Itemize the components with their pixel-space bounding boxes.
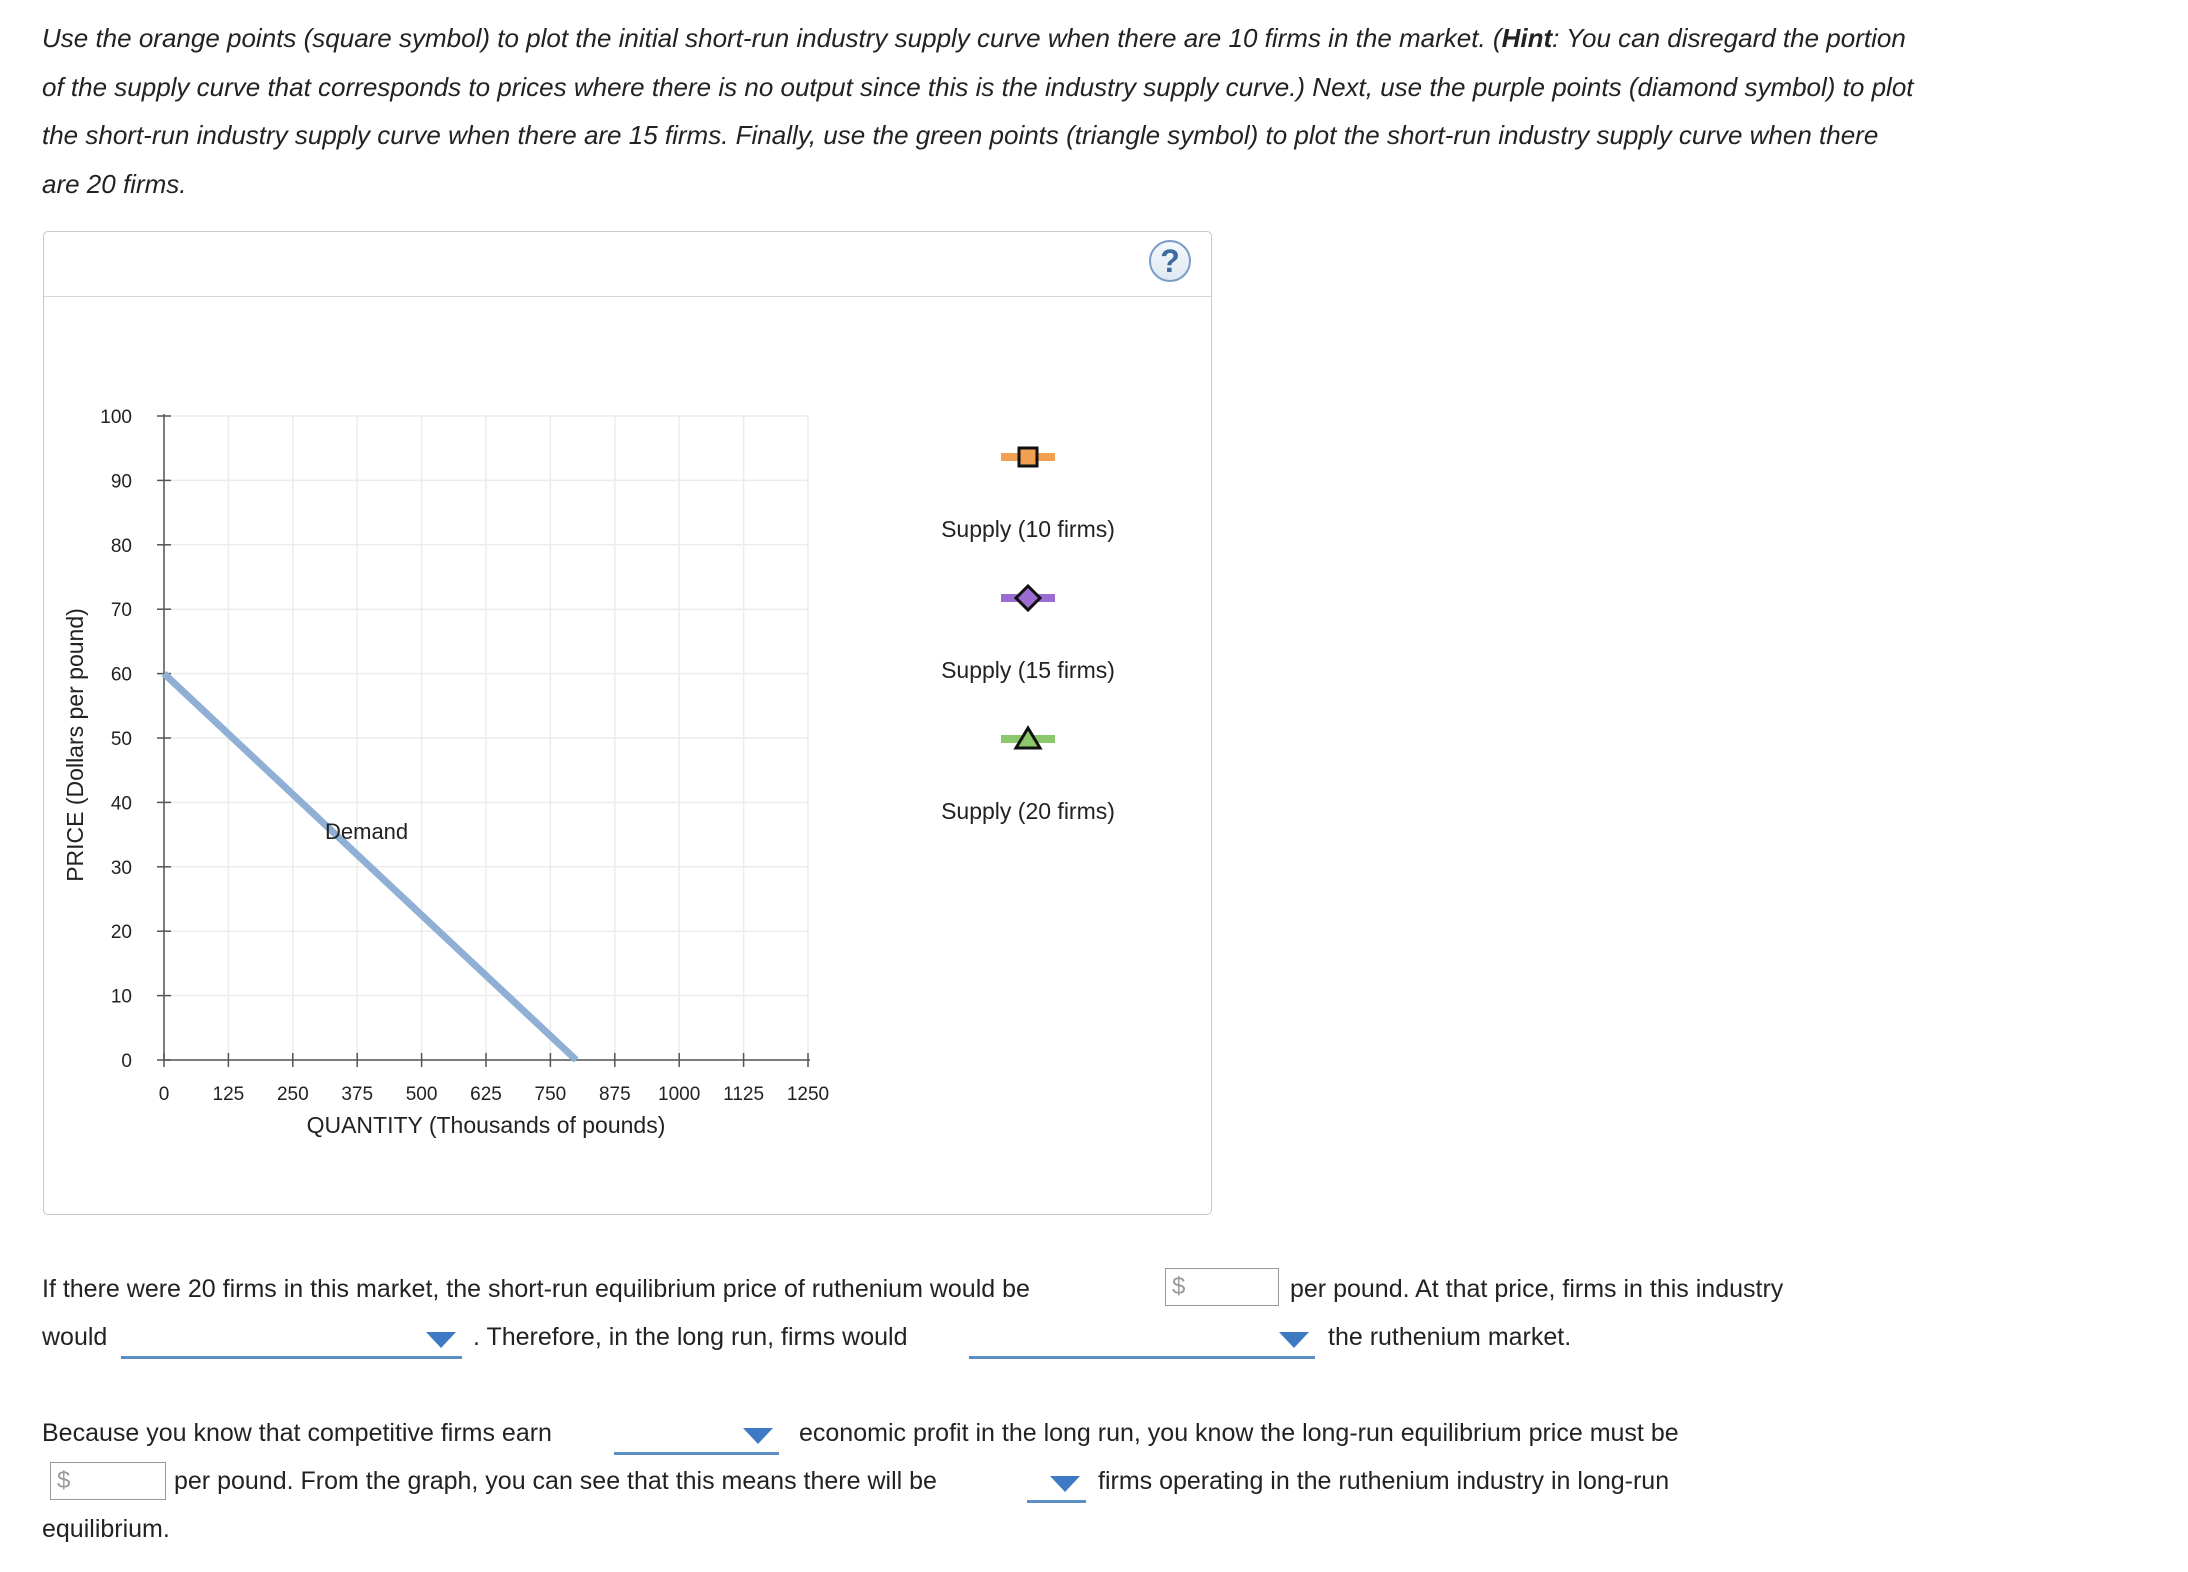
- profit-status-dropdown[interactable]: [121, 1323, 462, 1359]
- x-tick-label: 500: [406, 1084, 438, 1105]
- x-tick-label: 125: [213, 1084, 245, 1105]
- panel-header: ?: [44, 232, 1211, 297]
- question-1-line-1: If there were 20 firms in this market, t…: [42, 1275, 1030, 1303]
- x-tick-label: 250: [277, 1084, 309, 1105]
- question-1-line-2a: would: [42, 1323, 108, 1351]
- question-2-line-1b: economic profit in the long run, you kno…: [799, 1419, 1679, 1447]
- y-tick-label: 90: [111, 471, 132, 492]
- y-axis-label: PRICE (Dollars per pound): [62, 608, 88, 882]
- triangle-icon: [1013, 725, 1043, 750]
- y-tick-label: 50: [111, 729, 132, 750]
- x-tick-label: 875: [599, 1084, 631, 1105]
- question-2-line-3: equilibrium.: [42, 1515, 170, 1543]
- question-1-line-1b: per pound. At that price, firms in this …: [1290, 1275, 1784, 1303]
- x-tick-label: 625: [470, 1084, 502, 1105]
- question-2-line-2b: firms operating in the ruthenium industr…: [1098, 1467, 1670, 1495]
- y-tick-label: 20: [111, 922, 132, 943]
- supply-tool-square[interactable]: [1001, 446, 1055, 468]
- question-1-line-2c: the ruthenium market.: [1328, 1323, 1572, 1351]
- supply-tool-label: Supply (15 firms): [941, 657, 1115, 683]
- chevron-down-icon: [1279, 1332, 1309, 1348]
- y-tick-label: 30: [111, 858, 132, 879]
- x-tick-label: 750: [535, 1084, 567, 1105]
- supply-tool-diamond[interactable]: [1001, 583, 1055, 613]
- hint-label: Hint: [1501, 23, 1553, 53]
- x-tick-label: 0: [159, 1084, 170, 1105]
- demand-curve[interactable]: [161, 671, 579, 1063]
- x-tick-label: 1000: [658, 1084, 700, 1105]
- question-2-line-2a: per pound. From the graph, you can see t…: [174, 1467, 937, 1495]
- instructions-text: Use the orange points (square symbol) to…: [42, 23, 1914, 199]
- long-run-price-input[interactable]: $: [50, 1462, 166, 1500]
- y-tick-label: 10: [111, 987, 132, 1008]
- x-tick-label: 1125: [723, 1084, 764, 1105]
- y-tick-label: 100: [100, 407, 132, 428]
- y-tick-label: 60: [111, 665, 132, 686]
- supply-tool-triangle[interactable]: [1001, 725, 1055, 750]
- supply-tool-label: Supply (10 firms): [941, 516, 1115, 542]
- x-tick-label: 1250: [787, 1084, 829, 1105]
- chevron-down-icon: [743, 1428, 773, 1444]
- y-tick-label: 70: [111, 600, 132, 621]
- y-tick-label: 0: [121, 1051, 132, 1072]
- graph-panel: ?: [43, 231, 1212, 1215]
- diamond-icon: [1013, 583, 1043, 613]
- x-axis-label: QUANTITY (Thousands of pounds): [307, 1112, 666, 1138]
- question-2-line-1a: Because you know that competitive firms …: [42, 1419, 552, 1447]
- question-1-line-2b: . Therefore, in the long run, firms woul…: [473, 1323, 908, 1351]
- chevron-down-icon: [426, 1332, 456, 1348]
- long-run-entry-dropdown[interactable]: [969, 1323, 1315, 1359]
- x-tick-label: 375: [341, 1084, 373, 1105]
- demand-label: Demand: [325, 819, 408, 844]
- y-tick-label: 40: [111, 793, 132, 814]
- chevron-down-icon: [1050, 1476, 1080, 1492]
- y-tick-label: 80: [111, 536, 132, 557]
- long-run-profit-dropdown[interactable]: [614, 1419, 779, 1455]
- short-run-price-input[interactable]: $: [1165, 1268, 1279, 1306]
- help-icon[interactable]: ?: [1149, 240, 1191, 282]
- supply-tool-label: Supply (20 firms): [941, 798, 1115, 824]
- square-icon: [1017, 446, 1039, 468]
- firm-count-dropdown[interactable]: [1027, 1467, 1086, 1503]
